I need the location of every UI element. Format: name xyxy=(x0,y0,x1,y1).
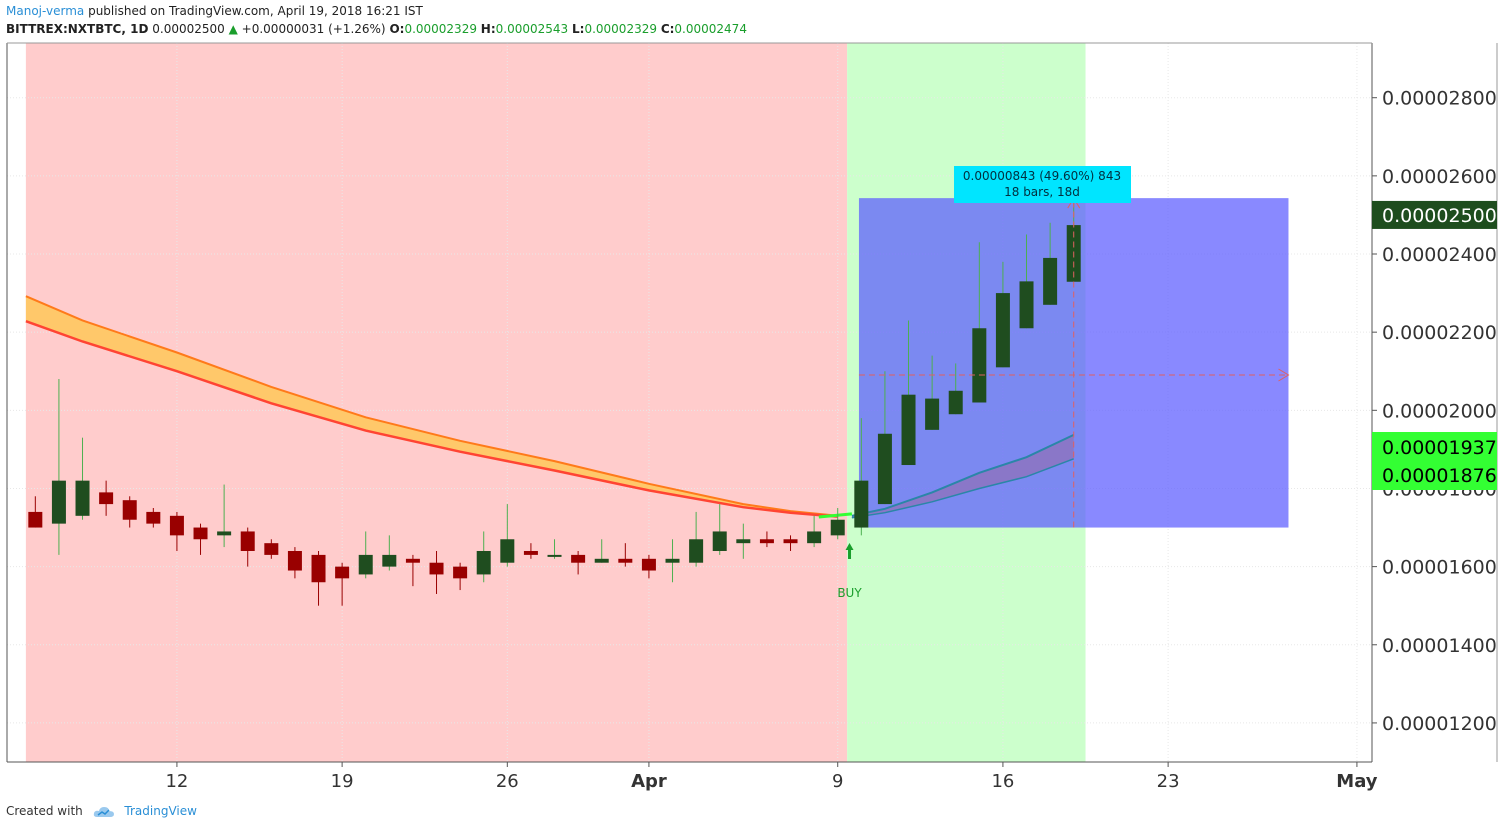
ema-cross-line xyxy=(818,512,853,519)
tradingview-cloud-icon xyxy=(93,806,114,817)
open-label: O: xyxy=(389,22,405,36)
candle-body-29[interactable] xyxy=(712,531,727,551)
y-tick-label-5: 0.00002200 xyxy=(1382,322,1497,344)
ema-up-fast-line xyxy=(851,433,1075,517)
candle-body-25[interactable] xyxy=(618,558,633,563)
x-tick-label-4: 9 xyxy=(832,771,843,792)
y-tick-label-4: 0.00002000 xyxy=(1382,400,1497,422)
candle-body-33[interactable] xyxy=(807,531,822,544)
zone-0 xyxy=(25,43,848,762)
close-value: 0.00002474 xyxy=(674,22,747,36)
candle-body-8[interactable] xyxy=(217,531,232,536)
ema-up-slow-line xyxy=(851,458,1074,519)
candle-body-24[interactable] xyxy=(594,558,609,563)
x-tick-label-1: 19 xyxy=(331,771,354,792)
measure-label-line2: 18 bars, 18d xyxy=(1004,185,1080,199)
candle-body-21[interactable] xyxy=(523,550,538,555)
publish-line: Manoj-verma published on TradingView.com… xyxy=(6,2,747,20)
measure-label-line1: 0.00000843 (49.60%) 843 xyxy=(963,169,1121,183)
candle-body-16[interactable] xyxy=(405,558,420,563)
triangle-up-icon: ▲ xyxy=(228,22,238,36)
candle-body-17[interactable] xyxy=(429,562,444,575)
x-tick-label-7: May xyxy=(1336,771,1378,792)
candle-body-2[interactable] xyxy=(75,480,90,516)
close-label: C: xyxy=(660,22,675,36)
high-label: H: xyxy=(480,22,496,36)
y-tick-label-8: 0.00002800 xyxy=(1382,88,1497,110)
candle-body-9[interactable] xyxy=(240,531,255,551)
measure-label-box xyxy=(954,166,1131,203)
y-tick-label-6: 0.00002400 xyxy=(1382,244,1497,266)
low-value: 0.00002329 xyxy=(584,22,657,36)
high-value: 0.00002543 xyxy=(495,22,569,36)
candle-body-13[interactable] xyxy=(335,566,350,579)
candle-body-14[interactable] xyxy=(358,554,373,575)
candle-body-40[interactable] xyxy=(972,328,987,403)
price-label-bg-0 xyxy=(1372,200,1497,229)
y-tick-label-7: 0.00002600 xyxy=(1382,166,1497,188)
candle-body-43[interactable] xyxy=(1043,257,1058,305)
candle-body-42[interactable] xyxy=(1019,281,1034,329)
price-label-0: 0.00002500 xyxy=(1382,205,1497,227)
candle-body-18[interactable] xyxy=(453,566,468,579)
ema-fast-line xyxy=(25,295,838,517)
candle-body-15[interactable] xyxy=(382,554,397,567)
tradingview-brand[interactable]: TradingView xyxy=(124,804,197,818)
x-tick-label-2: 26 xyxy=(496,771,519,792)
y-tick-label-1: 0.00001400 xyxy=(1382,635,1497,657)
buy-arrow-icon xyxy=(845,543,854,559)
candle-body-35[interactable] xyxy=(854,480,869,528)
candle-body-32[interactable] xyxy=(783,539,798,544)
y-tick-label-2: 0.00001600 xyxy=(1382,557,1497,579)
ohlc-line: BITTREX:NXTBTC, 1D 0.00002500 ▲ +0.00000… xyxy=(6,20,747,38)
candle-body-11[interactable] xyxy=(287,550,302,571)
candle-body-31[interactable] xyxy=(759,539,774,544)
footer: Created with TradingView xyxy=(6,804,197,818)
last-price: 0.00002500 xyxy=(152,22,225,36)
candle-body-3[interactable] xyxy=(99,492,114,505)
candle-body-27[interactable] xyxy=(665,558,680,563)
x-tick-label-3: Apr xyxy=(631,771,667,792)
candle-body-0[interactable] xyxy=(28,511,43,528)
candle-body-12[interactable] xyxy=(311,554,326,583)
x-tick-label-5: 16 xyxy=(991,771,1014,792)
y-tick-label-0: 0.00001200 xyxy=(1382,713,1497,735)
candle-body-36[interactable] xyxy=(877,433,892,505)
candle-body-38[interactable] xyxy=(925,398,940,430)
measure-h-arrow xyxy=(1278,368,1290,382)
candle-body-37[interactable] xyxy=(901,394,916,466)
price-change: +0.00000031 (+1.26%) xyxy=(241,22,386,36)
candle-body-5[interactable] xyxy=(146,511,161,524)
x-tick-label-0: 12 xyxy=(165,771,188,792)
buy-label: BUY xyxy=(837,586,862,600)
ema-slow-line xyxy=(25,320,838,518)
x-tick-label-6: 23 xyxy=(1157,771,1180,792)
candle-body-4[interactable] xyxy=(122,500,137,520)
chart-header: Manoj-verma published on TradingView.com… xyxy=(6,2,747,38)
candle-body-23[interactable] xyxy=(571,554,586,563)
candle-body-10[interactable] xyxy=(264,543,279,555)
candle-body-34[interactable] xyxy=(830,519,845,536)
price-label-2: 0.00001876 xyxy=(1382,465,1497,487)
open-value: 0.00002329 xyxy=(404,22,477,36)
candle-body-20[interactable] xyxy=(500,539,515,563)
candle-body-28[interactable] xyxy=(689,539,704,563)
candle-body-41[interactable] xyxy=(995,293,1010,368)
candle-body-22[interactable] xyxy=(547,554,562,557)
price-label-1: 0.00001937 xyxy=(1382,437,1497,459)
candle-body-30[interactable] xyxy=(736,539,751,544)
candle-body-6[interactable] xyxy=(169,515,184,536)
author-link[interactable]: Manoj-verma xyxy=(6,4,85,18)
low-label: L: xyxy=(572,22,585,36)
candle-body-1[interactable] xyxy=(51,480,66,524)
candle-body-7[interactable] xyxy=(193,527,208,540)
signal-price-bg xyxy=(1372,432,1497,490)
published-text: published on TradingView.com, April 19, … xyxy=(88,4,423,18)
candle-body-26[interactable] xyxy=(641,558,656,571)
symbol-label: BITTREX:NXTBTC, 1D xyxy=(6,22,149,36)
candle-body-19[interactable] xyxy=(476,550,491,575)
candle-body-39[interactable] xyxy=(948,390,963,415)
created-with-text: Created with xyxy=(6,804,83,818)
